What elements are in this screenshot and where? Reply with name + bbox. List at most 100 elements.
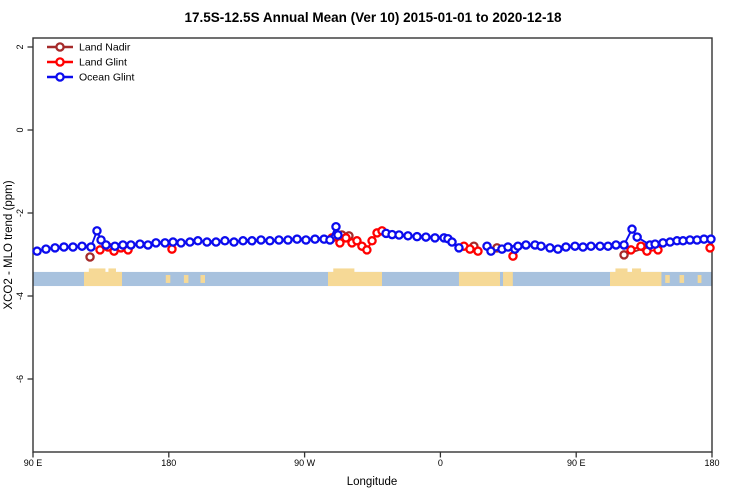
data-point [333,230,343,240]
data-point [151,238,161,248]
legend-marker [55,42,65,52]
data-point [247,236,257,246]
legend-item-ocean-glint: Ocean Glint [47,72,135,84]
data-point [473,246,483,256]
legend: Land Nadir Land Glint Ocean Glint [47,42,135,84]
data-point [465,244,475,254]
data-point [283,235,293,245]
data-point [301,235,311,245]
data-point [176,238,186,248]
legend-label: Land Nadir [79,42,131,54]
data-point [619,240,629,250]
land-patch [503,271,513,287]
data-series [32,221,716,262]
data-point [41,244,51,254]
data-point [627,224,637,234]
data-point [632,232,642,242]
data-point [292,234,302,244]
data-point [403,231,413,241]
land-patch [679,275,685,283]
data-point [430,233,440,243]
data-point [274,235,284,245]
data-point [202,237,212,247]
land-patch [327,271,383,287]
data-point [561,242,571,252]
land-patch [183,275,189,283]
data-point [706,234,716,244]
legend-label: Land Glint [79,57,127,69]
data-point [256,235,266,245]
data-point [95,245,105,255]
data-point [619,250,629,260]
x-tick-label: 90 W [294,458,316,468]
data-point [92,226,102,236]
data-point [135,239,145,249]
y-tick-label: -2 [15,209,25,217]
data-point [193,236,203,246]
data-point [447,237,457,247]
data-point [545,243,555,253]
data-point [211,237,221,247]
data-point [352,236,362,246]
data-point [32,246,42,256]
data-point [553,244,563,254]
data-point [394,230,404,240]
data-point [229,237,239,247]
data-point [626,245,636,255]
data-point [265,236,275,246]
data-point [220,236,230,246]
y-tick-label: 0 [15,127,25,132]
land-bump [632,268,642,273]
land-patch [165,275,171,283]
x-axis-label: Longitude [347,476,398,488]
land-bump [333,268,355,273]
data-point [85,252,95,262]
data-point [536,241,546,251]
x-tick-label: 90 E [567,458,586,468]
series-ocean-glint [32,221,716,256]
x-tick-label: 180 [161,458,176,468]
legend-item-land-nadir: Land Nadir [47,42,131,54]
axis-ticks: 90 E 180 90 W 0 90 E 180 2 0 -2 -4 -6 [15,44,720,468]
data-point [412,231,422,242]
legend-marker [55,72,65,82]
land-patch [665,275,670,283]
data-point [705,243,715,253]
data-point [50,243,60,253]
land-bump [88,268,106,273]
data-point [362,245,372,255]
data-point [118,240,128,250]
land-patch [200,275,206,283]
data-point [331,221,341,232]
data-point [160,238,170,248]
data-point [238,236,248,246]
data-point [454,243,464,253]
legend-label: Ocean Glint [79,72,135,84]
data-point [521,240,531,250]
data-point [367,236,377,246]
y-tick-label: 2 [15,44,25,49]
data-point [513,241,523,251]
data-point [86,242,96,252]
x-tick-label: 90 E [24,458,43,468]
data-point [185,237,195,247]
land-bump [615,268,628,273]
data-point [68,242,78,252]
land-patch [697,275,702,283]
data-point [595,241,605,251]
data-point [77,241,87,251]
chart-title: 17.5S-12.5S Annual Mean (Ver 10) 2015-01… [185,10,562,25]
data-point [650,239,660,249]
data-point [110,241,120,251]
y-tick-label: -6 [15,375,25,383]
data-point [611,240,621,250]
legend-marker [55,57,65,67]
land-bump [108,268,116,273]
data-point [143,240,153,250]
data-point [168,237,178,247]
data-point [341,233,351,243]
data-point [486,246,496,256]
data-point [603,241,613,251]
